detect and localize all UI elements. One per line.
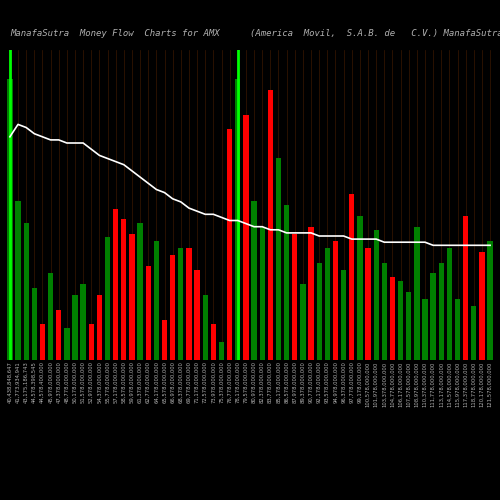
Bar [162, 320, 167, 360]
Bar [276, 158, 281, 360]
Bar [244, 115, 248, 360]
Bar [357, 216, 362, 360]
Bar [32, 288, 37, 360]
Bar [24, 223, 29, 360]
Bar [316, 262, 322, 360]
Bar [374, 230, 379, 360]
Bar [284, 205, 290, 360]
Bar [138, 223, 143, 360]
Bar [414, 226, 420, 360]
Bar [422, 298, 428, 360]
Bar [235, 79, 240, 360]
Bar [398, 280, 403, 360]
Bar [268, 90, 273, 360]
Bar [438, 262, 444, 360]
Bar [56, 310, 62, 360]
Bar [463, 216, 468, 360]
Bar [40, 324, 45, 360]
Bar [447, 248, 452, 360]
Bar [219, 342, 224, 360]
Bar [308, 226, 314, 360]
Bar [202, 295, 208, 360]
Bar [113, 208, 118, 360]
Bar [471, 306, 476, 360]
Bar [154, 241, 159, 360]
Bar [292, 234, 298, 360]
Bar [455, 298, 460, 360]
Bar [480, 252, 484, 360]
Bar [382, 262, 387, 360]
Text: ManafaSutra  Money Flow  Charts for AMX: ManafaSutra Money Flow Charts for AMX [10, 28, 220, 38]
Bar [16, 202, 20, 360]
Bar [130, 234, 134, 360]
Bar [430, 274, 436, 360]
Bar [48, 274, 53, 360]
Bar [186, 248, 192, 360]
Bar [170, 256, 175, 360]
Bar [7, 79, 12, 360]
Bar [64, 328, 70, 360]
Bar [324, 248, 330, 360]
Bar [260, 226, 265, 360]
Bar [349, 194, 354, 360]
Text: (America  Movil,  S.A.B. de   C.V.) ManafaSutra.com: (America Movil, S.A.B. de C.V.) ManafaSu… [250, 28, 500, 38]
Bar [227, 130, 232, 360]
Bar [366, 248, 370, 360]
Bar [88, 324, 94, 360]
Bar [488, 241, 493, 360]
Bar [210, 324, 216, 360]
Bar [390, 277, 395, 360]
Bar [406, 292, 411, 360]
Bar [252, 202, 256, 360]
Bar [80, 284, 86, 360]
Bar [333, 241, 338, 360]
Bar [105, 238, 110, 360]
Bar [341, 270, 346, 360]
Bar [121, 220, 126, 360]
Bar [72, 295, 78, 360]
Bar [300, 284, 306, 360]
Bar [178, 248, 184, 360]
Bar [194, 270, 200, 360]
Bar [146, 266, 151, 360]
Bar [97, 295, 102, 360]
